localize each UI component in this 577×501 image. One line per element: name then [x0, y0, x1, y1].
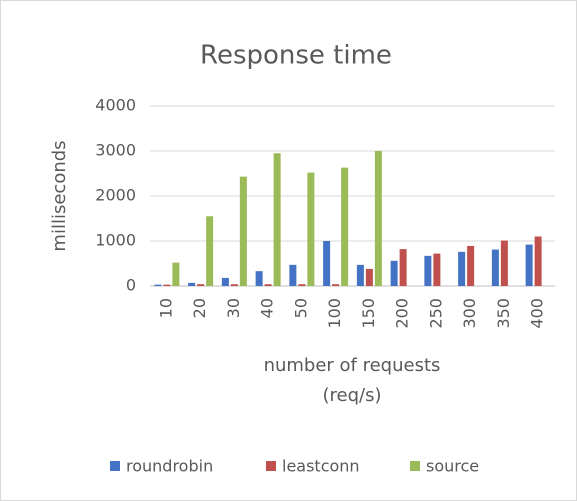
bar: [197, 284, 205, 286]
bar: [467, 245, 475, 286]
bar: [163, 284, 171, 286]
bar: [230, 284, 238, 286]
bar: [221, 277, 229, 286]
x-tick-label: 30: [224, 298, 243, 318]
bar: [307, 172, 315, 286]
bar: [341, 167, 349, 286]
x-tick-label: 250: [426, 298, 445, 329]
x-axis-label: (req/s): [323, 385, 382, 406]
x-tick-label: 20: [190, 298, 209, 318]
y-axis-label: milliseconds: [49, 140, 70, 251]
x-tick-label: 150: [359, 298, 378, 329]
bar: [206, 216, 214, 286]
bar: [399, 249, 407, 286]
bar: [188, 282, 196, 286]
chart-title: Response time: [200, 41, 392, 71]
y-tick-label: 4000: [95, 96, 136, 115]
bar: [323, 241, 331, 286]
legend-label: leastconn: [282, 457, 360, 476]
x-axis-label: number of requests: [264, 355, 441, 376]
bar: [534, 236, 542, 286]
bar: [289, 264, 297, 286]
bar: [374, 151, 382, 286]
bar: [433, 253, 441, 286]
bar: [273, 153, 281, 286]
bar: [332, 284, 340, 286]
x-tick-label: 40: [258, 298, 277, 318]
x-tick-label: 400: [528, 298, 547, 329]
bar: [298, 284, 306, 286]
y-tick-label: 1000: [95, 231, 136, 250]
bar: [264, 284, 272, 286]
legend-swatch: [110, 461, 120, 471]
x-tick-label: 10: [156, 298, 175, 318]
x-tick-label: 100: [325, 298, 344, 329]
x-tick-label: 200: [393, 298, 412, 329]
bar: [365, 268, 373, 286]
bar: [458, 251, 466, 286]
bar: [424, 255, 432, 286]
bar: [255, 271, 263, 286]
bar: [154, 284, 162, 286]
y-tick-label: 2000: [95, 186, 136, 205]
legend-label: source: [426, 457, 479, 476]
x-tick-label: 300: [460, 298, 479, 329]
y-tick-label: 0: [126, 276, 136, 295]
bar: [491, 249, 499, 286]
legend-label: roundrobin: [126, 457, 213, 476]
bar: [500, 240, 508, 286]
bar: [356, 264, 364, 286]
bar: [525, 244, 533, 286]
legend-swatch: [410, 461, 420, 471]
bar: [239, 176, 247, 286]
bar: [390, 260, 398, 286]
y-tick-label: 3000: [95, 141, 136, 160]
x-tick-label: 350: [494, 298, 513, 329]
bar: [172, 262, 180, 286]
legend-swatch: [266, 461, 276, 471]
x-tick-label: 50: [291, 298, 310, 318]
